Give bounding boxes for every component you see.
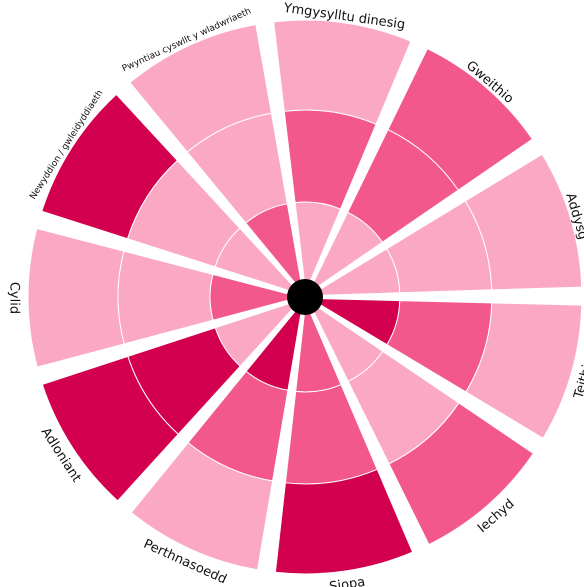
category-label: Siopa xyxy=(328,575,366,587)
category-label: Cylid xyxy=(6,282,21,314)
ring-cell xyxy=(41,355,179,502)
ring-cell xyxy=(27,227,125,368)
ring-cell xyxy=(117,250,214,345)
ring-cell xyxy=(41,93,179,240)
ring-cell xyxy=(129,23,272,153)
ring-cell xyxy=(273,19,412,125)
center-dot xyxy=(287,279,323,315)
ring-cell xyxy=(465,302,583,439)
ring-cell xyxy=(388,402,535,546)
ring-cell xyxy=(130,442,274,571)
ring-cell xyxy=(464,153,583,291)
ring-cell xyxy=(387,47,534,191)
ring-cell xyxy=(274,468,414,575)
